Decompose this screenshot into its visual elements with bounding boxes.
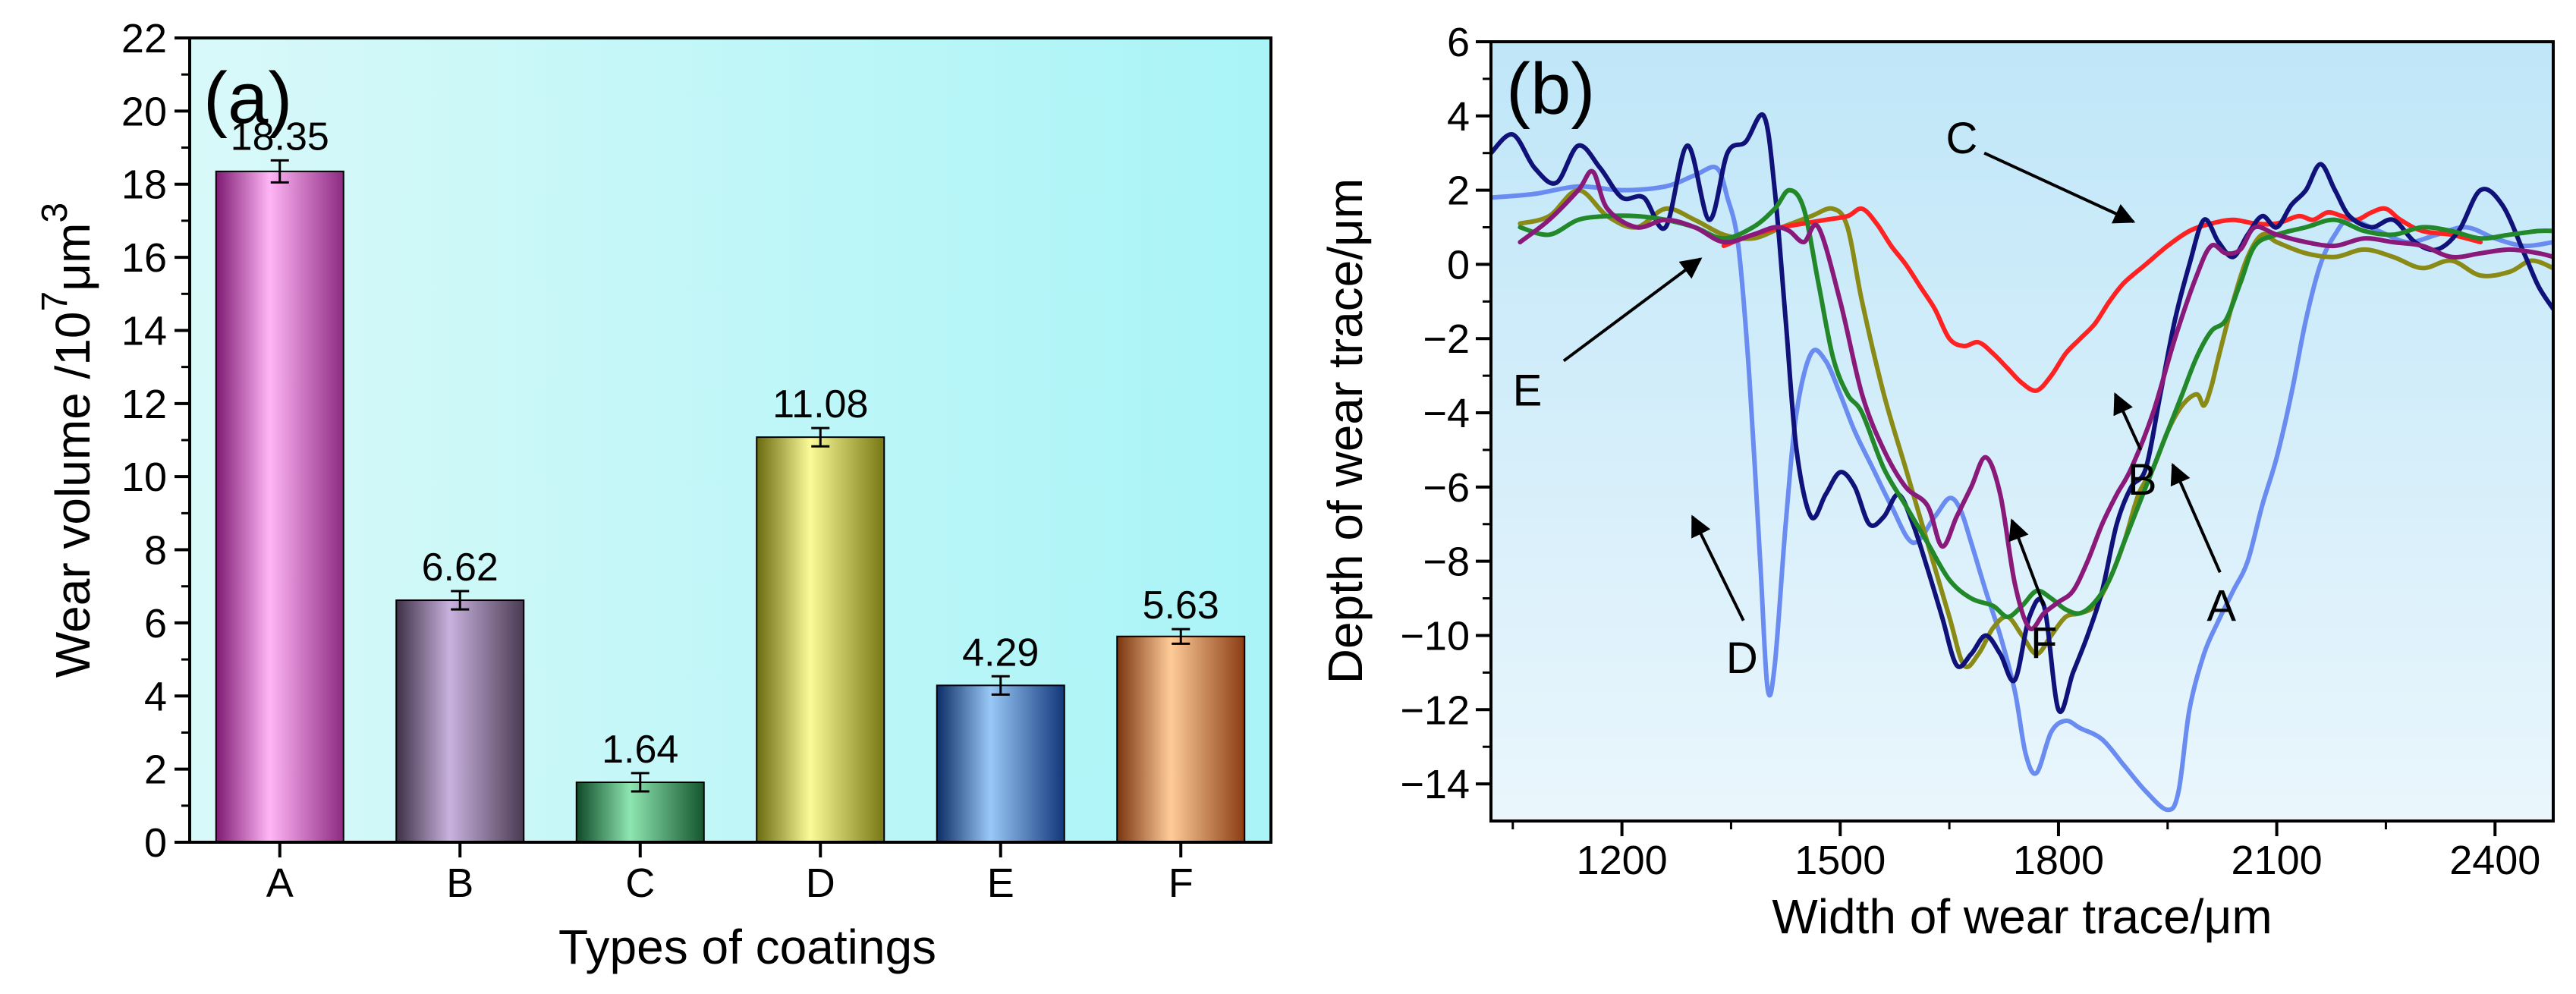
error-bar-d xyxy=(811,426,830,448)
panel-b-y-axis-title: Depth of wear trace/μm xyxy=(1318,178,1373,684)
b-y-tick-label: 2 xyxy=(1447,168,1470,214)
y-title-main: Wear volume /10 xyxy=(46,312,100,678)
value-label-e: 4.29 xyxy=(962,631,1039,675)
value-label-f: 5.63 xyxy=(1143,584,1219,628)
b-y-tick-label: −14 xyxy=(1400,762,1470,807)
y-title-exp2: 3 xyxy=(35,203,75,223)
panel-b-line-chart: C E D F B A −14 −12 −10 −8 −6 −4 −2 0 2 4 6 1200 1500 180… xyxy=(1318,20,2555,944)
b-x-tick-label: 1500 xyxy=(1794,838,1886,883)
x-tick-label-c: C xyxy=(625,860,655,906)
y-tick-label: 4 xyxy=(144,674,167,719)
panel-b-plot-background xyxy=(1491,42,2553,821)
b-y-tick-label: −6 xyxy=(1423,465,1470,511)
x-tick-label-f: F xyxy=(1168,860,1194,906)
series-line-c xyxy=(1721,206,2483,393)
panel-b-x-axis-title: Width of wear trace/μm xyxy=(1772,889,2272,944)
y-tick-label: 22 xyxy=(121,16,167,61)
b-y-tick-label: 4 xyxy=(1447,94,1470,140)
series-line-e xyxy=(1518,187,2553,619)
value-label-a: 18.35 xyxy=(231,115,329,159)
annotation-arrow-a xyxy=(2170,462,2222,574)
annotation-label-b: B xyxy=(2128,455,2157,505)
y-tick-label: 20 xyxy=(121,89,167,134)
y-title-exp1: 7 xyxy=(35,291,75,312)
x-tick-label-d: D xyxy=(806,860,835,906)
annotation-arrow-d xyxy=(1691,514,1745,621)
y-tick-label: 10 xyxy=(121,455,167,500)
series-line-a xyxy=(1491,165,2553,813)
b-x-tick-label: 1800 xyxy=(2013,838,2104,883)
b-y-tick-label: 6 xyxy=(1447,20,1470,65)
annotation-label-f: F xyxy=(2030,618,2057,668)
value-label-b: 6.62 xyxy=(422,546,499,590)
value-label-c: 1.64 xyxy=(602,728,678,772)
panel-b-label: (b) xyxy=(1506,49,1595,130)
b-y-tick-label: 0 xyxy=(1447,242,1470,288)
error-bar-f xyxy=(1172,628,1190,645)
annotation-arrow-c xyxy=(1983,151,2136,224)
y-tick-label: 12 xyxy=(121,382,167,427)
y-tick-label: 18 xyxy=(121,162,167,208)
y-tick-label: 0 xyxy=(144,820,167,866)
bar-e xyxy=(936,684,1065,843)
error-bar-c xyxy=(631,772,650,793)
y-tick-label: 14 xyxy=(121,308,167,354)
b-y-tick-label: −4 xyxy=(1423,391,1470,436)
y-tick-label: 8 xyxy=(144,528,167,574)
error-bar-a xyxy=(270,159,289,184)
series-line-f xyxy=(1518,168,2553,631)
y-tick-label: 2 xyxy=(144,747,167,793)
bar-d xyxy=(756,436,885,843)
y-title-unit: μm xyxy=(46,223,100,291)
panel-a-bar-chart: 18.35 6.62 1.64 11.08 4.29 5.63 0 2 4 6 8 10 12 14 16… xyxy=(35,16,1272,974)
annotation-arrow-f xyxy=(2008,518,2046,607)
panel-a-y-axis-title: Wear volume /107μm3 xyxy=(35,203,100,678)
y-tick-label: 6 xyxy=(144,601,167,646)
b-y-tick-label: −10 xyxy=(1400,613,1470,659)
value-label-d: 11.08 xyxy=(772,382,868,426)
error-bar-e xyxy=(991,675,1010,696)
y-tick-label: 16 xyxy=(121,235,167,281)
annotation-arrow-b xyxy=(2113,392,2143,451)
annotation-label-a: A xyxy=(2206,581,2236,631)
panel-a-x-axis-title: Types of coatings xyxy=(558,920,936,974)
panel-a-plot-background xyxy=(190,38,1271,842)
bar-f xyxy=(1116,635,1246,844)
error-bar-b xyxy=(451,590,470,611)
bar-a xyxy=(215,170,344,843)
panel-a-label: (a) xyxy=(203,58,292,139)
b-y-tick-label: −8 xyxy=(1423,539,1470,585)
panel-b-frame xyxy=(1489,40,2555,823)
annotation-label-d: D xyxy=(1726,634,1758,683)
b-y-tick-label: −12 xyxy=(1400,687,1470,733)
x-tick-label-b: B xyxy=(446,860,473,906)
bar-b xyxy=(395,599,525,843)
b-x-tick-label: 1200 xyxy=(1577,838,1668,883)
b-x-tick-label: 2100 xyxy=(2232,838,2323,883)
x-tick-label-e: E xyxy=(987,860,1014,906)
series-line-d xyxy=(1491,112,2553,714)
b-y-tick-label: −2 xyxy=(1423,316,1470,362)
annotation-arrow-e xyxy=(1562,257,1703,363)
b-x-tick-label: 2400 xyxy=(2449,838,2540,883)
annotation-label-e: E xyxy=(1513,366,1543,416)
annotation-label-c: C xyxy=(1945,114,1977,163)
x-tick-label-a: A xyxy=(266,860,294,906)
